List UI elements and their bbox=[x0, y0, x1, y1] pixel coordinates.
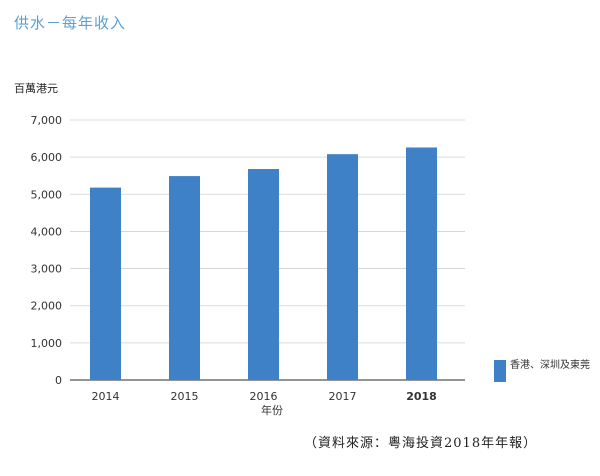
x-tick-labels: 2014 2015 2016 2017 2018 bbox=[92, 390, 437, 403]
y-tick-labels: 0 1,000 2,000 3,000 4,000 5,000 6,000 7,000 bbox=[31, 114, 63, 387]
bar-2015 bbox=[169, 176, 200, 380]
y-axis-label: 百萬港元 bbox=[14, 82, 58, 95]
legend-swatch bbox=[494, 360, 506, 382]
bar-2014 bbox=[90, 187, 121, 380]
x-tick-label: 2017 bbox=[329, 390, 357, 403]
chart-title: 供水－每年收入 bbox=[14, 14, 127, 32]
bar-2018 bbox=[406, 147, 437, 380]
x-axis-label: 年份 bbox=[261, 403, 283, 417]
y-tick-label: 2,000 bbox=[31, 300, 63, 313]
x-tick-label: 2014 bbox=[92, 390, 120, 403]
source-note: （資料來源：粵海投資2018年年報） bbox=[304, 436, 538, 451]
y-tick-label: 3,000 bbox=[31, 263, 63, 276]
x-tick-label: 2016 bbox=[250, 390, 278, 403]
y-tick-label: 6,000 bbox=[31, 151, 63, 164]
y-tick-label: 7,000 bbox=[31, 114, 63, 127]
x-tick-label: 2015 bbox=[171, 390, 199, 403]
bars bbox=[90, 147, 437, 380]
y-tick-label: 5,000 bbox=[31, 188, 63, 201]
grid-lines bbox=[70, 119, 465, 381]
y-tick-label: 1,000 bbox=[31, 337, 63, 350]
legend-label: 香港、深圳及東莞 bbox=[510, 360, 590, 371]
bar-2017 bbox=[327, 154, 358, 380]
y-tick-label: 4,000 bbox=[31, 225, 63, 238]
x-tick-label: 2018 bbox=[406, 390, 437, 403]
y-tick-label: 0 bbox=[55, 374, 62, 387]
bar-2016 bbox=[248, 169, 279, 380]
